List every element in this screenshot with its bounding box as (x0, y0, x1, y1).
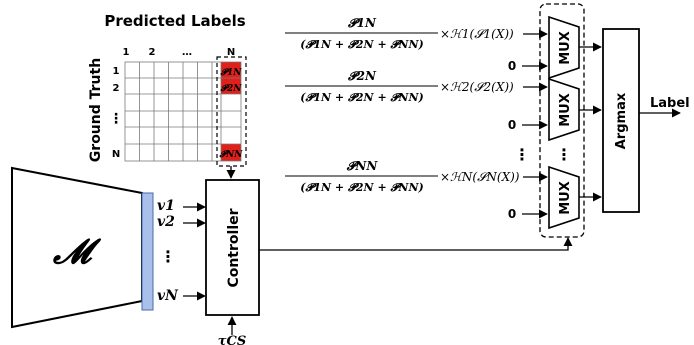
mux-shape (548, 15, 580, 80)
matrix-column-selection (216, 56, 247, 167)
mux-shape (548, 165, 580, 230)
zero-input: 0 (508, 118, 516, 132)
branch-2-formula: 𝓟2N (𝓟1N + 𝓟2N + 𝓟NN) ×ℋ2(𝓢2(X)) (285, 69, 514, 104)
argmax-label: Argmax (614, 92, 629, 149)
branch-term: ×ℋ2(𝓢2(X)) (440, 80, 514, 94)
model-block: 𝓜 (11, 166, 154, 329)
matrix-col-header: … (182, 47, 192, 58)
branch-numerator: 𝓟2N (347, 69, 377, 83)
branch-denominator: (𝓟1N + 𝓟2N + 𝓟NN) (300, 91, 423, 104)
feature-label: v2 (157, 214, 175, 230)
branch-1-formula: 𝓟1N (𝓟1N + 𝓟2N + 𝓟NN) ×ℋ1(𝓢1(X)) (285, 16, 514, 51)
branch-term: ×ℋN(𝓢N(X)) (440, 170, 520, 184)
controller-label: Controller (226, 208, 242, 287)
matrix-cell-label: 𝓟1N (220, 68, 243, 78)
mux-group-boundary (539, 3, 585, 238)
branch-numerator: 𝓟1N (347, 16, 377, 30)
vdots: ⋮ (514, 145, 530, 164)
branch-denominator: (𝓟1N + 𝓟2N + 𝓟NN) (300, 181, 423, 194)
matrix-title: Predicted Labels (104, 12, 245, 30)
branch-n-formula: 𝓟NN (𝓟1N + 𝓟2N + 𝓟NN) ×ℋN(𝓢N(X)) (285, 159, 520, 194)
feature-bar (141, 192, 154, 311)
branch-denominator: (𝓟1N + 𝓟2N + 𝓟NN) (300, 38, 423, 51)
controller-box (205, 179, 260, 316)
feature-label: vN (157, 288, 179, 304)
matrix-col-header: 1 (123, 47, 130, 58)
mux-label: MUX (558, 93, 573, 127)
mux-1: MUX (548, 15, 580, 80)
matrix-cell-label: 𝓟2N (220, 84, 243, 94)
branch-numerator: 𝓟NN (346, 159, 379, 173)
argmax-box (602, 28, 640, 213)
matrix-grid (124, 61, 242, 162)
matrix-col-header: N (227, 47, 235, 58)
mux-2: MUX (548, 77, 580, 142)
threshold-label: τCS (218, 334, 246, 345)
matrix-row-header: N (112, 149, 120, 160)
output-label: Label (650, 96, 690, 111)
mux-shape (548, 77, 580, 142)
zero-input: 0 (508, 59, 516, 73)
mux-n: MUX (548, 165, 580, 230)
mux-label: MUX (558, 181, 573, 215)
feature-label: v1 (157, 198, 175, 214)
zero-input: 0 (508, 207, 516, 221)
matrix-cell-label: 𝓟NN (219, 150, 244, 160)
feature-label: ⋮ (160, 247, 176, 266)
matrix-highlight-cell (221, 144, 241, 161)
matrix-row-header: 2 (113, 83, 120, 94)
matrix-col-header: 2 (149, 47, 156, 58)
matrix-row-header: ⋮ (109, 111, 123, 127)
controller-select-line (259, 237, 573, 251)
confusion-matrix: Predicted Labels Ground Truth 1 2 … N 1 … (88, 12, 247, 167)
mux-label: MUX (558, 31, 573, 65)
matrix-y-axis-label: Ground Truth (88, 58, 104, 162)
matrix-row-header: 1 (113, 66, 120, 77)
branch-term: ×ℋ1(𝓢1(X)) (440, 27, 514, 41)
vdots: ⋮ (556, 145, 572, 164)
